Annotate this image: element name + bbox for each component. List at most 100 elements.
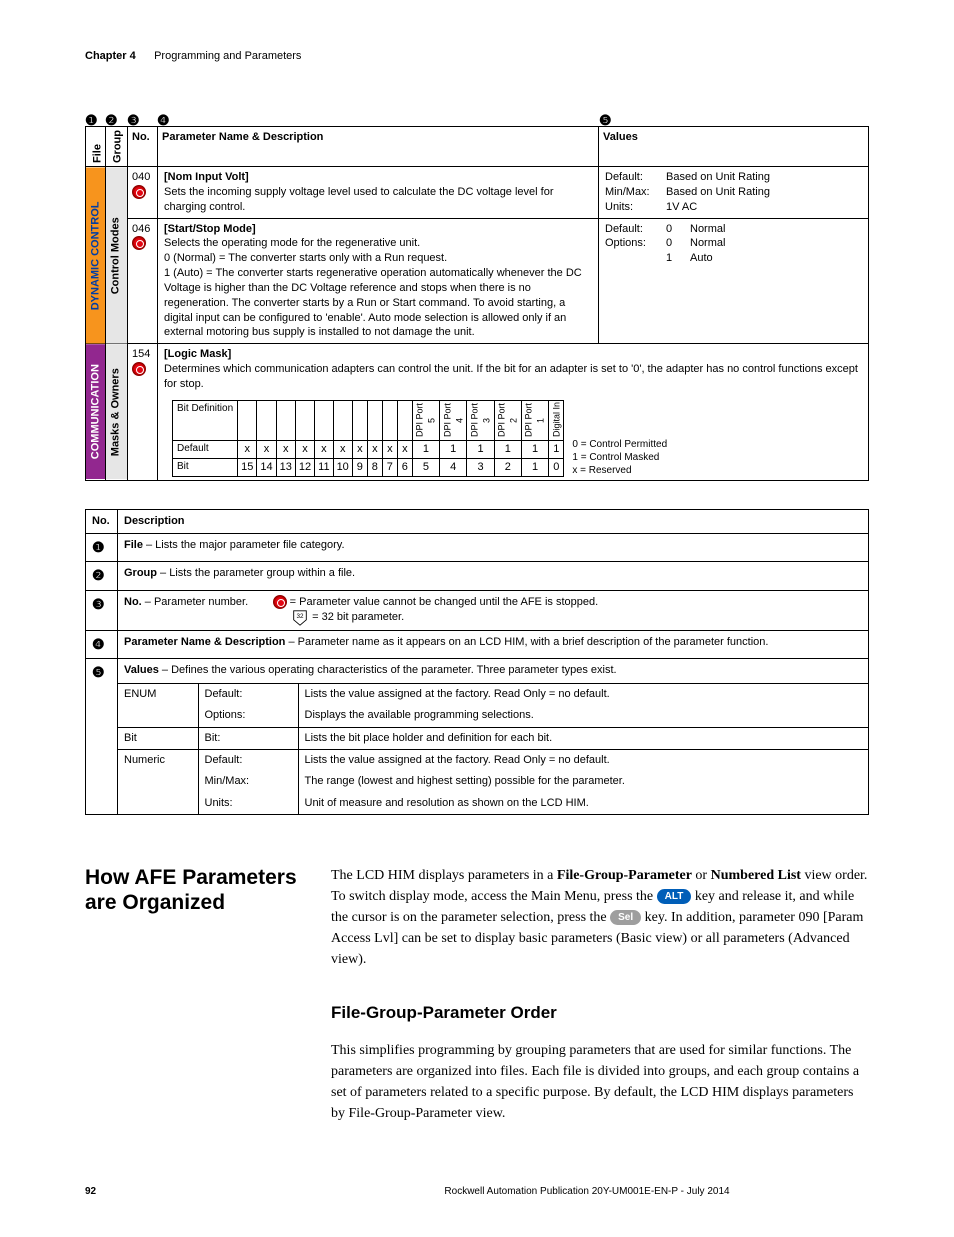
lbl: Min/Max: [198, 771, 298, 792]
val: Based on Unit Rating [666, 185, 862, 200]
chapter-label: Chapter 4 [85, 50, 136, 62]
b: File [124, 539, 143, 551]
svg-text:32: 32 [297, 613, 305, 620]
param-046-name: [Start/Stop Mode] [164, 223, 256, 235]
c: 4 [440, 458, 467, 476]
val: Unit of measure and resolution as shown … [298, 793, 868, 814]
param-046-desc: [Start/Stop Mode] Selects the operating … [158, 218, 599, 344]
c: x [367, 440, 382, 458]
marker-1: ❶ [85, 112, 105, 126]
c: x [352, 440, 367, 458]
legend-sub-numeric: Numeric Default: Lists the value assigne… [118, 750, 869, 815]
stop-icon [132, 236, 146, 250]
hdr-no: No. [128, 127, 158, 167]
lbl: Min/Max: [605, 185, 660, 200]
sub-type: ENUM [118, 684, 198, 727]
c: 15 [238, 458, 257, 476]
group-control-modes: Control Modes [106, 167, 128, 344]
page-number: 92 [85, 1186, 305, 1197]
alt-key-icon: ALT [657, 889, 692, 904]
t: or [692, 868, 711, 883]
t: – Lists the major parameter file categor… [143, 539, 345, 551]
parameter-table: File Group No. Parameter Name & Descript… [85, 126, 869, 481]
c: x [382, 440, 397, 458]
section-p2: This simplifies programming by grouping … [331, 1040, 869, 1124]
txt: 1 (Auto) = The converter starts regenera… [164, 267, 582, 338]
lbl: Units: [198, 793, 298, 814]
legend-4-desc: Parameter Name & Description – Parameter… [118, 630, 869, 659]
param-154-name: [Logic Mask] [164, 348, 231, 360]
c: 1 [521, 440, 548, 458]
page-header: Chapter 4 Programming and Parameters [85, 50, 869, 62]
bitdef-label: Bit Definition [173, 400, 238, 440]
legend-sub-enum: ENUM Default: Lists the value assigned a… [118, 683, 869, 727]
legend-3-no: ❸ [86, 591, 118, 631]
c: 11 [315, 458, 333, 476]
c: 0 [549, 458, 564, 476]
legend-table: No. Description ❶ File – Lists the major… [85, 509, 869, 816]
section-heading: How AFE Parameters are Organized [85, 865, 305, 915]
marker-5: ❺ [599, 112, 869, 126]
param-040-desc: [Nom Input Volt] Sets the incoming suppl… [158, 167, 599, 219]
hdr-values: Values [599, 127, 869, 167]
param-046-values: Default: 0 Normal Options: 0 Normal 1 Au… [599, 218, 869, 344]
lbl: Bit: [198, 728, 298, 749]
c: 1 [521, 458, 548, 476]
legend-1-desc: File – Lists the major parameter file ca… [118, 533, 869, 562]
val: Lists the value assigned at the factory.… [298, 750, 868, 771]
legend-2-no: ❷ [86, 562, 118, 591]
b: Parameter Name & Description [124, 636, 285, 648]
bit-label: Bit [173, 458, 238, 476]
val: 0 [666, 236, 684, 251]
c: 5 [412, 458, 439, 476]
port: DPI Port 2 [494, 400, 521, 440]
c: 6 [397, 458, 412, 476]
bit-legend: 0 = Control Permitted 1 = Control Masked… [572, 438, 667, 477]
val: Auto [690, 251, 862, 266]
stop-icon [132, 362, 146, 376]
legend-line: 1 = Control Masked [572, 451, 667, 464]
bit32-icon: 32 [291, 611, 309, 625]
default-label: Default [173, 440, 238, 458]
legend-2-desc: Group – Lists the parameter group within… [118, 562, 869, 591]
c: x [333, 440, 352, 458]
c: 1 [467, 440, 494, 458]
marker-3: ❸ [127, 112, 157, 126]
param-154-number: 154 [132, 348, 150, 360]
group-masks-owners: Masks & Owners [106, 344, 128, 480]
txt: Determines which communication adapters … [164, 363, 858, 390]
section-p1: The LCD HIM displays parameters in a Fil… [331, 865, 869, 970]
port: DPI Port 5 [412, 400, 439, 440]
hdr-file: File [86, 127, 106, 167]
val: Based on Unit Rating [666, 170, 862, 185]
c: 13 [276, 458, 295, 476]
param-154-no: 154 [128, 344, 158, 480]
val: 1 [666, 251, 684, 266]
param-154-desc: [Logic Mask] Determines which communicat… [158, 344, 869, 480]
param-040-no: 040 [128, 167, 158, 219]
c: 3 [467, 458, 494, 476]
txt: 0 (Normal) = The converter starts only w… [164, 252, 447, 264]
t: = 32 bit parameter. [312, 611, 404, 623]
val: Lists the bit place holder and definitio… [298, 728, 868, 749]
lbl: Options: [605, 236, 660, 251]
legend-hdr-no: No. [86, 509, 118, 533]
lbl: Default: [198, 684, 298, 705]
c: 14 [257, 458, 276, 476]
t: – Parameter number. [142, 596, 248, 608]
hdr-name: Parameter Name & Description [158, 127, 599, 167]
sub-type: Bit [118, 728, 198, 749]
param-040-values: Default: Based on Unit Rating Min/Max: B… [599, 167, 869, 219]
legend-line: 0 = Control Permitted [572, 438, 667, 451]
param-046-number: 046 [132, 223, 150, 235]
t: = Parameter value cannot be changed unti… [290, 596, 599, 608]
stop-icon [273, 595, 287, 609]
txt: Selects the operating mode for the regen… [164, 237, 420, 249]
legend-hdr-desc: Description [118, 509, 869, 533]
param-040-name: [Nom Input Volt] [164, 171, 249, 183]
lbl: Options: [198, 705, 298, 726]
val: 0 [666, 222, 684, 237]
c: 1 [549, 440, 564, 458]
legend-5-desc: Values – Defines the various operating c… [118, 659, 869, 683]
c: 2 [494, 458, 521, 476]
